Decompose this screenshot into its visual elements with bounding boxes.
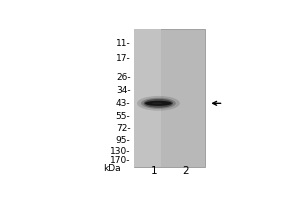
Text: 11-: 11- [116,39,130,48]
Text: 43-: 43- [116,99,130,108]
Text: 55-: 55- [116,112,130,121]
Ellipse shape [141,98,176,109]
Text: 26-: 26- [116,73,130,82]
Ellipse shape [144,99,173,108]
Ellipse shape [137,96,180,111]
Text: 17-: 17- [116,54,130,63]
Ellipse shape [152,102,162,104]
Text: 130-: 130- [110,147,130,156]
Text: 95-: 95- [116,136,130,145]
Text: 170-: 170- [110,156,130,165]
Bar [134,29,161,167]
Ellipse shape [145,101,172,106]
Text: 2: 2 [182,166,188,176]
Bar [134,29,205,167]
Text: 1: 1 [150,166,157,176]
Text: kDa: kDa [103,164,121,173]
Text: 34-: 34- [116,86,130,95]
Text: 72-: 72- [116,124,130,133]
